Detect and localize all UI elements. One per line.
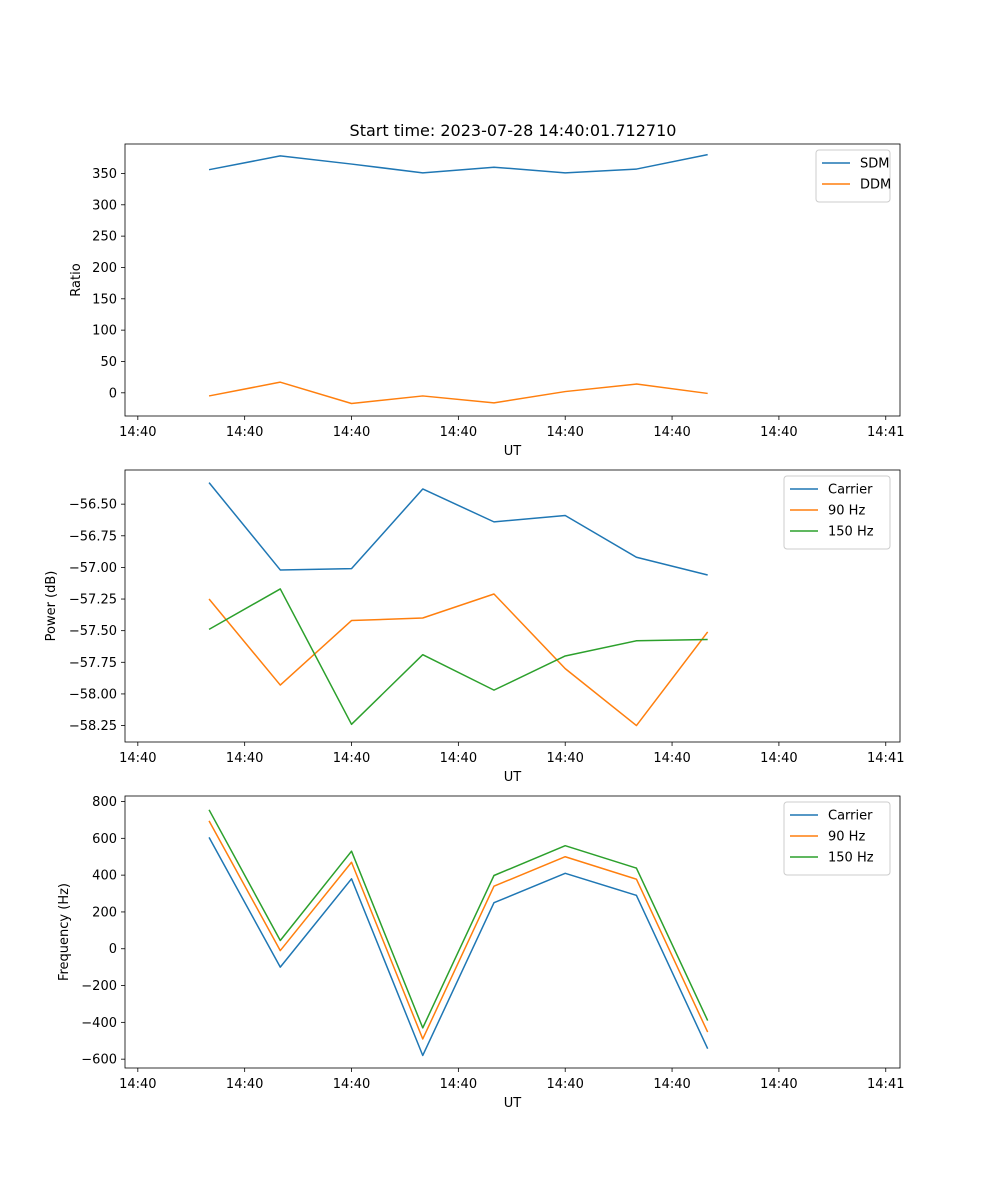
ratio-legend: SDM DDM: [815, 149, 891, 203]
power-x-tick-label: 14:40: [440, 751, 477, 766]
frequency-y-tick-label: 600: [92, 832, 117, 847]
ratio-y-tick-label: 250: [92, 230, 117, 245]
frequency-x-tick-label: 14:40: [653, 1077, 690, 1092]
frequency-series-150-hz-line: [208, 809, 709, 1029]
power-y-tick-label: −56.50: [69, 498, 117, 513]
frequency-y-axis-label: Frequency (Hz): [57, 883, 72, 981]
power-y-tick-label: −56.75: [69, 529, 117, 544]
ratio-series-sdm-line: [208, 153, 708, 174]
frequency-y-tick-label: 800: [92, 795, 117, 810]
frequency-y-tick-label: 400: [92, 869, 117, 884]
ratio-x-tick-label: 14:40: [226, 425, 263, 440]
power-series-150-hz-line: [208, 588, 708, 726]
frequency-y-tick-label: −200: [81, 979, 117, 994]
chart-title: Start time: 2023-07-28 14:40:01.712710: [350, 121, 677, 140]
power-y-tick-label: −57.00: [69, 561, 117, 576]
ratio-panel: 14:40 14:40 14:40 14:40 14:40 14:40 14:40 14:41…: [69, 143, 904, 459]
power-x-tick-label: 14:40: [226, 751, 263, 766]
frequency-x-tick-label: 14:40: [546, 1077, 583, 1092]
ratio-x-axis-label: UT: [504, 444, 522, 459]
power-y-tick-label: −57.75: [69, 656, 117, 671]
power-x-tick-label: 14:40: [119, 751, 156, 766]
frequency-panel: 14:40 14:40 14:40 14:40 14:40 14:40 14:40 14:41…: [57, 795, 904, 1111]
frequency-legend-label-90-hz: 90 Hz: [828, 830, 865, 845]
power-axes-frame: [124, 469, 901, 743]
ratio-y-tick-label: 200: [92, 261, 117, 276]
ratio-series-ddm-line: [208, 381, 708, 405]
power-series-carrier-line: [208, 482, 708, 576]
frequency-y-tick-label: −600: [81, 1053, 117, 1068]
power-series-90-hz-line: [208, 593, 709, 727]
frequency-legend: Carrier 90 Hz 150 Hz: [783, 801, 891, 876]
power-y-axis-label: Power (dB): [44, 571, 59, 642]
ratio-x-tick-label: 14:41: [867, 425, 904, 440]
frequency-axes-frame: [124, 795, 901, 1069]
frequency-y-tick-label: 0: [109, 942, 117, 957]
frequency-x-tick-label: 14:40: [119, 1077, 156, 1092]
ratio-x-tick-label: 14:40: [119, 425, 156, 440]
frequency-x-tick-label: 14:40: [333, 1077, 370, 1092]
frequency-x-tick-label: 14:40: [440, 1077, 477, 1092]
power-x-tick-label: 14:40: [546, 751, 583, 766]
ratio-legend-label-sdm: SDM: [860, 157, 889, 172]
power-x-tick-label: 14:41: [867, 751, 904, 766]
power-x-tick-label: 14:40: [653, 751, 690, 766]
power-y-tick-label: −57.50: [69, 624, 117, 639]
ratio-y-tick-label: 150: [92, 292, 117, 307]
frequency-series-carrier-line: [208, 837, 709, 1057]
power-legend: Carrier 90 Hz 150 Hz: [783, 475, 891, 550]
ratio-x-tick-label: 14:40: [653, 425, 690, 440]
ratio-x-tick-label: 14:40: [760, 425, 797, 440]
ratio-y-tick-label: 350: [92, 167, 117, 182]
ratio-y-tick-label: 0: [109, 386, 117, 401]
frequency-x-tick-label: 14:40: [760, 1077, 797, 1092]
power-legend-label-carrier: Carrier: [828, 483, 873, 498]
ratio-x-tick-label: 14:40: [333, 425, 370, 440]
ratio-x-tick-label: 14:40: [440, 425, 477, 440]
power-legend-label-90-hz: 90 Hz: [828, 504, 865, 519]
frequency-legend-label-carrier: Carrier: [828, 809, 873, 824]
power-y-tick-label: −57.25: [69, 593, 117, 608]
power-x-tick-label: 14:40: [760, 751, 797, 766]
power-y-tick-label: −58.25: [69, 719, 117, 734]
ratio-y-tick-label: 100: [92, 324, 117, 339]
frequency-x-axis-label: UT: [504, 1096, 522, 1111]
frequency-x-tick-label: 14:40: [226, 1077, 263, 1092]
frequency-y-tick-label: −400: [81, 1016, 117, 1031]
frequency-y-tick-label: 200: [92, 905, 117, 920]
ratio-axes-frame: [124, 143, 901, 417]
ratio-legend-label-ddm: DDM: [860, 178, 891, 193]
frequency-x-tick-label: 14:41: [867, 1077, 904, 1092]
ratio-y-axis-label: Ratio: [69, 263, 84, 296]
ratio-y-tick-label: 50: [100, 355, 117, 370]
frequency-series-90-hz-line: [208, 820, 709, 1040]
power-x-axis-label: UT: [504, 770, 522, 785]
ratio-x-tick-label: 14:40: [546, 425, 583, 440]
frequency-legend-label-150-hz: 150 Hz: [828, 851, 874, 866]
power-panel: 14:40 14:40 14:40 14:40 14:40 14:40 14:40 14:41…: [44, 469, 904, 785]
power-x-tick-label: 14:40: [333, 751, 370, 766]
power-legend-label-150-hz: 150 Hz: [828, 525, 874, 540]
power-y-tick-label: −58.00: [69, 687, 117, 702]
ratio-y-tick-label: 300: [92, 198, 117, 213]
